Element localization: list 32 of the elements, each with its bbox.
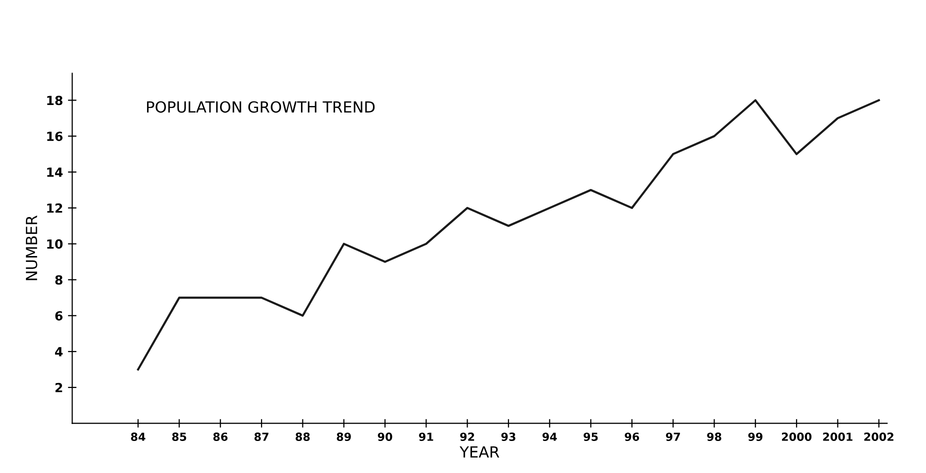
x-tick-label: 99 bbox=[748, 432, 762, 441]
y-tick-label: 14 bbox=[47, 168, 63, 177]
x-tick-label: 95 bbox=[584, 432, 598, 441]
x-tick-label: 94 bbox=[542, 432, 557, 441]
x-tick-label: 2001 bbox=[823, 432, 852, 441]
x-axis-title: YEAR bbox=[460, 446, 500, 458]
x-tick-label: 86 bbox=[213, 432, 228, 441]
y-tick-label: 8 bbox=[55, 275, 62, 285]
x-tick-label: 84 bbox=[131, 432, 146, 441]
text: POPULATION GROWTH TREND bbox=[147, 101, 375, 113]
x-tick-label: 90 bbox=[378, 432, 392, 441]
y-tick-label: 12 bbox=[47, 203, 62, 213]
x-tick-label: 2002 bbox=[864, 432, 894, 441]
x-tick-label: 89 bbox=[336, 432, 351, 441]
x-tick-label: 98 bbox=[707, 432, 722, 441]
y-tick-label: 18 bbox=[47, 96, 62, 106]
x-tick-label: 85 bbox=[172, 432, 186, 441]
y-tick-label: 2 bbox=[55, 382, 62, 392]
x-tick-label: 2000 bbox=[782, 432, 812, 441]
x-tick-label: 96 bbox=[624, 432, 640, 441]
line-series bbox=[137, 99, 880, 371]
y-tick-label: 4 bbox=[55, 347, 63, 356]
x-tick-label: 91 bbox=[419, 432, 434, 441]
x-tick-label: 88 bbox=[296, 432, 310, 441]
y-axis-title: NUMBER bbox=[26, 215, 38, 280]
x-tick-label: 97 bbox=[666, 432, 680, 441]
x-tick-label: 92 bbox=[460, 432, 474, 441]
y-tick-label: 6 bbox=[55, 311, 63, 321]
x-tick-label: 93 bbox=[501, 432, 516, 441]
y-tick-label: 10 bbox=[47, 239, 63, 249]
x-tick-label: 87 bbox=[254, 432, 268, 441]
y-tick-label: 16 bbox=[47, 132, 63, 142]
